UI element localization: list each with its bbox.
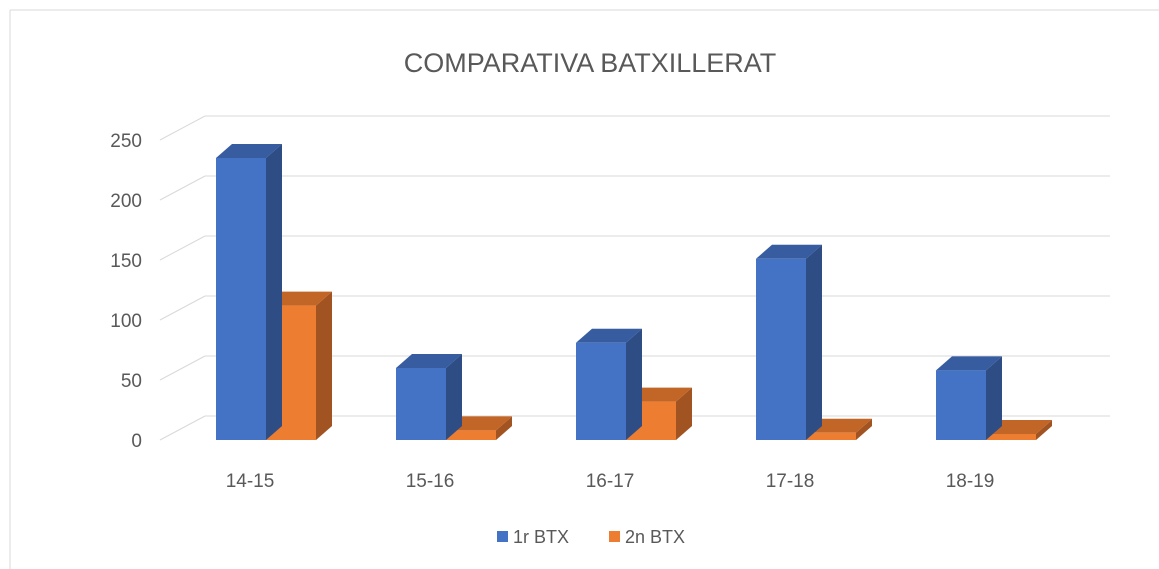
bar-top [986, 420, 1052, 434]
bar [986, 434, 1036, 440]
bar-side-shade [676, 387, 692, 440]
bar-top-shade [216, 144, 282, 158]
y-tick-label: 0 [131, 431, 142, 452]
legend-swatch [609, 531, 621, 542]
bar-top [266, 291, 332, 306]
bar-side [806, 244, 822, 440]
bar-side-shade [266, 144, 282, 440]
bar-top-shade [396, 354, 462, 368]
bar-top-shade [936, 356, 1002, 371]
bar [396, 368, 446, 440]
bar [936, 370, 986, 440]
bar-side [1036, 420, 1052, 440]
bar-top-shade [576, 328, 642, 343]
grid-line [159, 415, 206, 441]
bar-top [576, 328, 642, 343]
bar-side-shade [496, 416, 512, 440]
grid-line [159, 355, 206, 381]
bar-side [676, 387, 692, 440]
bar-side-shade [446, 354, 462, 440]
grid-line [159, 115, 206, 141]
y-tick-label: 100 [110, 311, 142, 332]
legend-swatch [497, 531, 508, 542]
legend-label: 2n BTX [625, 527, 685, 547]
bar-top-shade [756, 244, 822, 259]
y-tick-label: 200 [110, 191, 142, 212]
bar-side-shade [1036, 420, 1052, 440]
bar-side [316, 291, 332, 440]
bar-side [496, 416, 512, 440]
bar-side [986, 356, 1002, 440]
bar-side-shade [986, 356, 1002, 440]
bar-top [806, 418, 872, 433]
bar [576, 342, 626, 440]
x-tick-label: 16-17 [586, 471, 635, 492]
bar-top [936, 356, 1002, 371]
bar-top [396, 354, 462, 368]
x-tick-label: 17-18 [766, 471, 815, 492]
x-tick-label: 18-19 [946, 471, 995, 492]
bar-top-shade [986, 420, 1052, 434]
x-tick-label: 14-15 [226, 471, 275, 492]
grid-line [159, 175, 206, 201]
chart-title: COMPARATIVA BATXILLERAT [404, 48, 777, 78]
y-tick-label: 150 [110, 251, 142, 272]
grid-line [159, 295, 206, 321]
bar-side [856, 418, 872, 440]
bar-side [626, 328, 642, 440]
bar-side-shade [806, 244, 822, 440]
bar-side-shade [856, 418, 872, 440]
bar [806, 432, 856, 440]
bar [446, 430, 496, 440]
bar-top-shade [806, 418, 872, 433]
bar-top [626, 387, 692, 402]
bar-top [216, 144, 282, 158]
y-tick-label: 50 [121, 371, 142, 392]
bar-side-shade [626, 328, 642, 440]
bar-side [266, 144, 282, 440]
x-tick-label: 15-16 [406, 471, 455, 492]
legend-label: 1r BTX [513, 527, 569, 547]
bar-top-shade [266, 291, 332, 306]
bar-top-shade [446, 416, 512, 431]
bar-top-shade [626, 387, 692, 402]
y-tick-label: 250 [110, 131, 142, 152]
bar [756, 258, 806, 440]
bar-side-shade [316, 291, 332, 440]
bar-top [756, 244, 822, 259]
bar-top [446, 416, 512, 431]
grid-line [159, 235, 206, 261]
bar [216, 158, 266, 440]
bar-side [446, 354, 462, 440]
